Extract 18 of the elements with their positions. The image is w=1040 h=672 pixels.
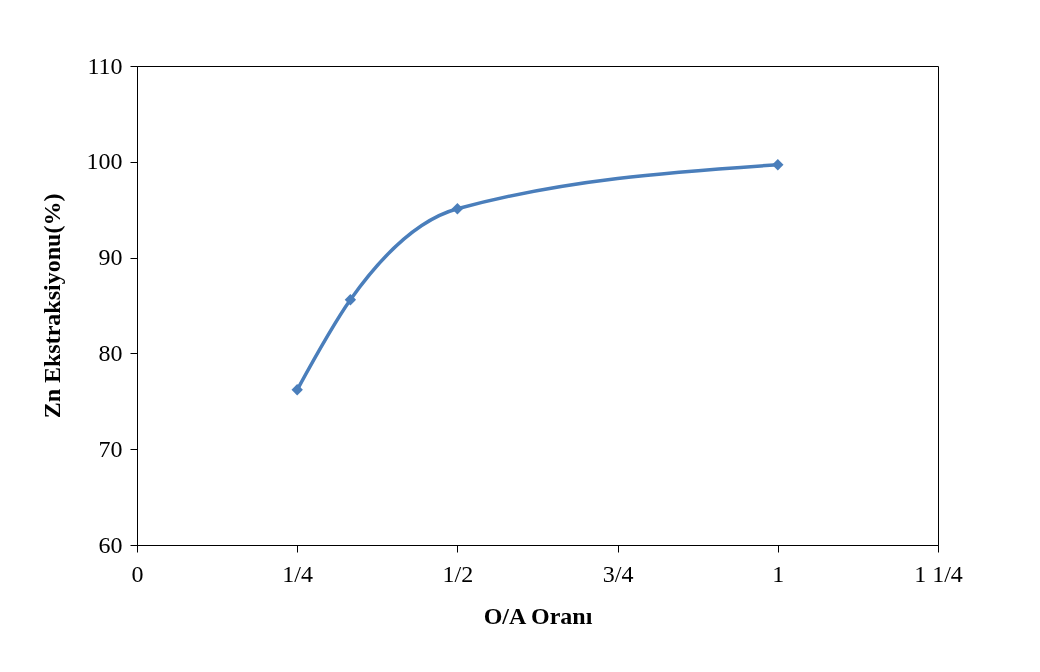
y-tick-label: 110 — [87, 52, 123, 79]
x-tick-label: 0 — [131, 560, 144, 587]
x-tick-label: 1/4 — [282, 560, 314, 587]
x-tick-label: 1/2 — [442, 560, 474, 587]
y-tick-label: 70 — [98, 435, 123, 462]
y-tick-label: 80 — [98, 339, 123, 366]
x-tick-label: 1 1/4 — [914, 560, 963, 587]
y-tick-label: 90 — [98, 244, 123, 271]
y-tick-label: 100 — [86, 148, 123, 175]
x-tick-label: 3/4 — [602, 560, 634, 587]
point — [772, 158, 784, 171]
point — [344, 294, 357, 306]
y-tick-label: 60 — [98, 531, 123, 558]
x-axis-title: O/A Oranı — [483, 602, 593, 629]
point — [451, 203, 464, 215]
x-tick-label: 1 — [772, 560, 785, 587]
point — [291, 384, 303, 396]
y-axis-title: Zn Ekstraksiyonu(%) — [38, 193, 65, 419]
